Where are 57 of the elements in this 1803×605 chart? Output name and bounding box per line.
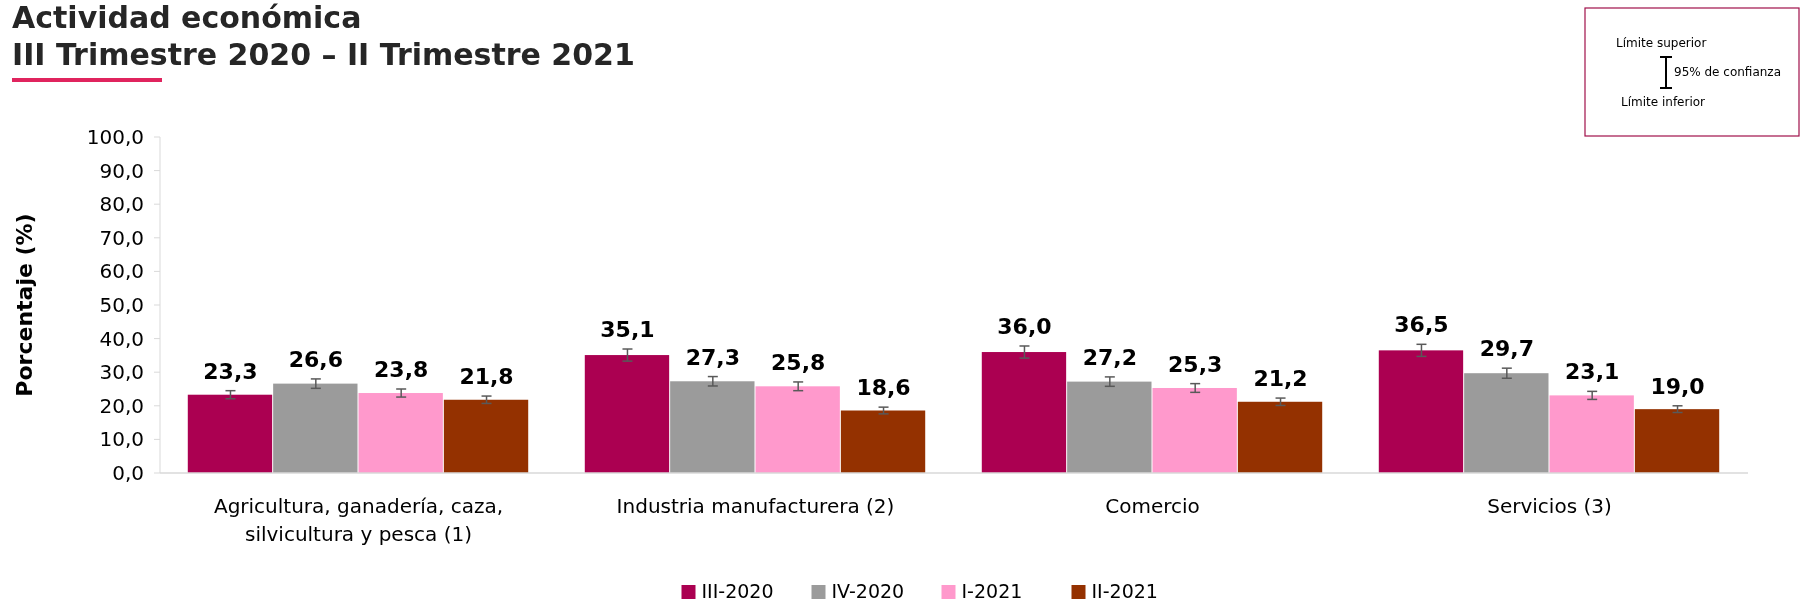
y-tick-label: 10,0	[99, 427, 144, 452]
text: 95% de confianza	[1674, 65, 1782, 79]
bar	[187, 394, 273, 473]
y-tick-label: 80,0	[99, 192, 144, 217]
data-label: 27,3	[685, 344, 740, 370]
bar	[443, 399, 529, 473]
bar	[1378, 350, 1464, 473]
data-label: 21,2	[1253, 366, 1308, 392]
data-label: 23,3	[203, 358, 258, 384]
y-tick-label: 40,0	[99, 326, 144, 351]
bar	[1634, 409, 1720, 473]
y-tick-label: 20,0	[99, 393, 144, 418]
x-tick-label: Agricultura, ganadería, caza, silvicultura y pesca (1)	[213, 494, 504, 546]
bar	[584, 355, 670, 473]
y-tick-label: 30,0	[99, 360, 144, 385]
x-tick-label: Comercio	[1105, 494, 1200, 518]
legend-label: IV-2020	[831, 580, 905, 602]
data-label: 25,8	[771, 349, 826, 375]
data-label: 23,1	[1565, 359, 1620, 385]
bar	[1067, 381, 1152, 473]
bar	[1237, 401, 1323, 473]
data-label: 26,6	[288, 346, 343, 372]
data-label: 21,8	[459, 364, 514, 390]
y-tick-label: 90,0	[99, 158, 144, 183]
data-label: 29,7	[1479, 336, 1534, 362]
bar	[981, 352, 1067, 473]
bar	[670, 381, 755, 473]
data-label: 35,1	[600, 317, 655, 343]
bar	[1549, 395, 1634, 473]
chart-title: Actividad económica	[12, 0, 362, 35]
data-label: 18,6	[856, 375, 911, 401]
bar	[755, 386, 840, 473]
y-tick-label: 70,0	[99, 225, 144, 250]
y-tick-label: 0,0	[112, 461, 144, 485]
x-tick-label: Servicios (3)	[1487, 494, 1612, 518]
y-axis-title: Porcentaje (%)	[12, 213, 37, 397]
y-tick-label: 60,0	[99, 259, 144, 284]
data-label: 19,0	[1650, 373, 1705, 399]
legend-label: I-2021	[961, 580, 1023, 602]
y-tick-label: 100,0	[86, 125, 144, 149]
bar	[840, 410, 926, 473]
data-label: 36,0	[997, 313, 1052, 339]
data-label: 23,8	[374, 357, 429, 382]
data-label: 36,5	[1394, 312, 1449, 338]
data-label: 27,2	[1082, 344, 1137, 370]
y-tick-label: 50,0	[99, 293, 144, 317]
legend-label: III-2020	[701, 580, 774, 602]
bar	[1464, 373, 1549, 473]
text: Límite inferior	[1621, 95, 1706, 109]
bar	[1152, 387, 1237, 473]
bar	[358, 393, 443, 473]
data-label: 25,3	[1168, 351, 1223, 377]
chart-subtitle: III Trimestre 2020 – II Trimestre 2021	[12, 37, 635, 72]
legend-label: II-2021	[1091, 580, 1158, 602]
text: Límite superior	[1616, 36, 1707, 50]
bar	[273, 383, 358, 473]
x-tick-label: Industria manufacturera (2)	[616, 494, 895, 518]
